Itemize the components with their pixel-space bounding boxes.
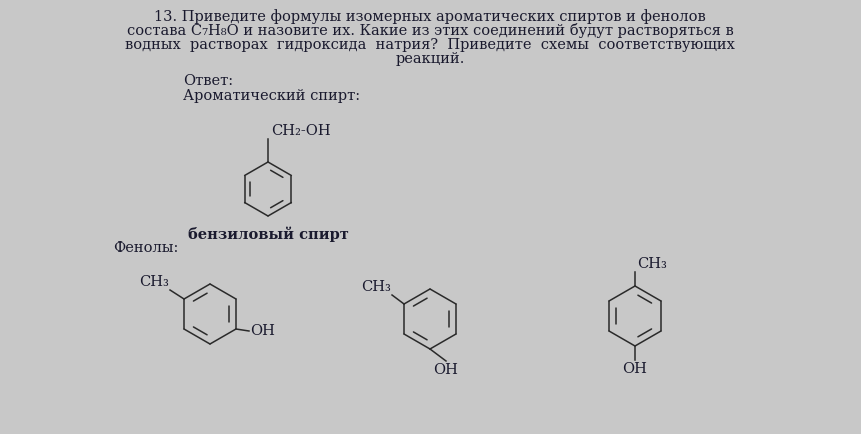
Text: CH₂-OH: CH₂-OH bbox=[271, 124, 331, 138]
Text: OH: OH bbox=[434, 363, 458, 377]
Text: Ароматический спирт:: Ароматический спирт: bbox=[183, 89, 360, 103]
Text: состава С₇H₈O и назовите их. Какие из этих соединений будут растворяться в: состава С₇H₈O и назовите их. Какие из эт… bbox=[127, 23, 734, 39]
Text: CH₃: CH₃ bbox=[361, 280, 391, 294]
Text: бензиловый спирт: бензиловый спирт bbox=[188, 227, 349, 243]
Text: CH₃: CH₃ bbox=[637, 257, 667, 271]
Text: Фенолы:: Фенолы: bbox=[113, 241, 178, 255]
Text: CH₃: CH₃ bbox=[139, 275, 169, 289]
Text: Ответ:: Ответ: bbox=[183, 74, 233, 88]
Text: реакций.: реакций. bbox=[395, 53, 465, 66]
Text: водных  растворах  гидроксида  натрия?  Приведите  схемы  соответствующих: водных растворах гидроксида натрия? Прив… bbox=[125, 38, 735, 52]
Text: OH: OH bbox=[623, 362, 647, 376]
Text: 13. Приведите формулы изомерных ароматических спиртов и фенолов: 13. Приведите формулы изомерных ароматич… bbox=[154, 9, 706, 24]
Text: OH: OH bbox=[250, 324, 275, 338]
